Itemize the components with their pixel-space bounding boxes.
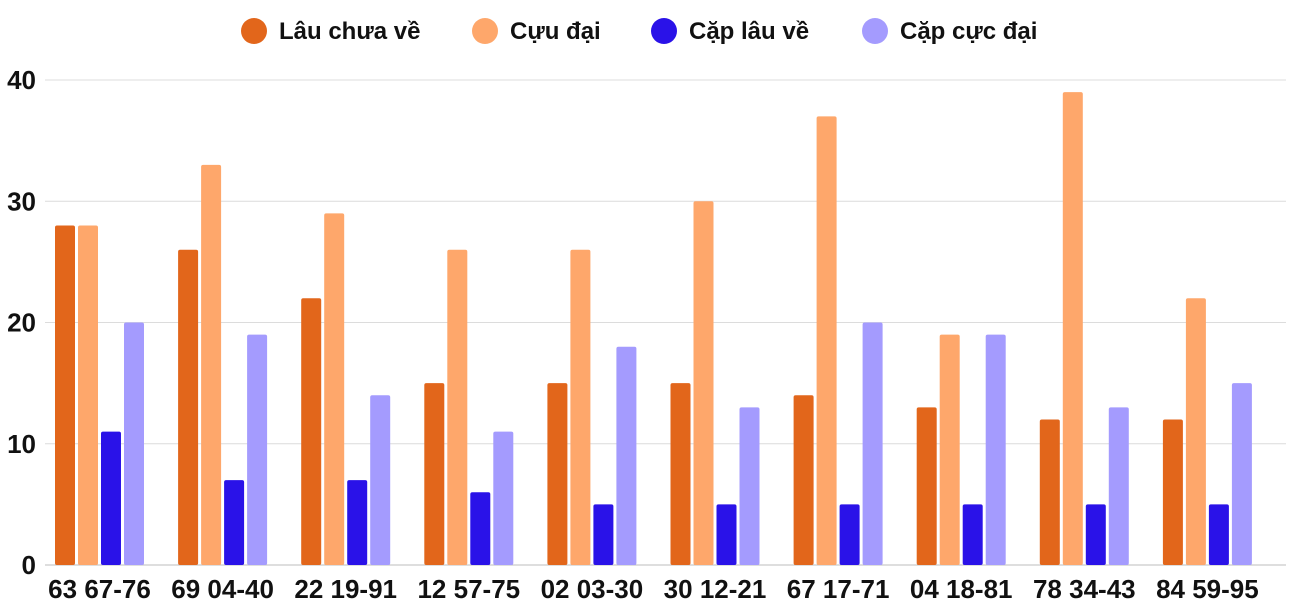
y-tick-label: 10 [7, 429, 36, 459]
bar [985, 334, 1006, 565]
x-tick-label: 02 03-30 [541, 574, 644, 600]
bar [939, 334, 960, 565]
bar [1039, 419, 1060, 565]
legend-label: Cựu đại [510, 18, 601, 45]
bar [201, 164, 222, 565]
legend-label: Lâu chưa về [279, 18, 420, 45]
bar [55, 225, 75, 565]
x-tick-label: 84 59-95 [1156, 574, 1259, 600]
x-axis-labels: 63 67-76 69 04-40 22 19-91 12 57-75 02 03-30… [48, 574, 1259, 600]
bar [424, 383, 445, 565]
x-tick-label: 78 34-43 [1033, 574, 1136, 600]
x-tick-label: 12 57-75 [417, 574, 520, 600]
bar [1108, 407, 1129, 565]
legend: Lâu chưa về Cựu đại Cặp lâu về Cặp cực đại [241, 18, 1037, 45]
bar [693, 201, 714, 565]
bar [301, 298, 322, 565]
bar [1185, 298, 1206, 565]
bar [124, 322, 144, 565]
bar [370, 395, 391, 565]
x-tick-label: 30 12-21 [664, 574, 767, 600]
bar [839, 504, 860, 565]
x-tick-label: 22 19-91 [294, 574, 397, 600]
y-tick-label: 30 [7, 186, 36, 216]
bar [178, 249, 199, 565]
bar [916, 407, 937, 565]
x-tick-label: 67 17-71 [787, 574, 890, 600]
bar [739, 407, 760, 565]
bar [862, 322, 883, 565]
legend-swatch [241, 18, 267, 44]
bar [224, 480, 245, 565]
bar [547, 383, 568, 565]
y-tick-label: 0 [22, 550, 36, 580]
y-tick-label: 20 [7, 308, 36, 338]
bar [78, 225, 98, 565]
bar [101, 431, 121, 565]
bar [716, 504, 737, 565]
legend-swatch [651, 18, 677, 44]
bar [447, 249, 468, 565]
bar [570, 249, 591, 565]
bars [55, 92, 1252, 565]
bar [1208, 504, 1229, 565]
bar [1085, 504, 1106, 565]
bar [493, 431, 514, 565]
bar [1162, 419, 1183, 565]
bar [793, 395, 814, 565]
bar [1231, 383, 1252, 565]
x-tick-label: 69 04-40 [171, 574, 274, 600]
legend-swatch [472, 18, 498, 44]
bar [470, 492, 491, 565]
bar [593, 504, 614, 565]
bar [962, 504, 983, 565]
bar [670, 383, 691, 565]
y-tick-label: 40 [7, 65, 36, 95]
bar [347, 480, 368, 565]
bar [1062, 92, 1083, 565]
bar [816, 116, 837, 565]
legend-swatch [862, 18, 888, 44]
y-axis-ticks: 0 10 20 30 40 [7, 65, 36, 580]
legend-label: Cặp cực đại [900, 18, 1037, 45]
x-tick-label: 63 67-76 [48, 574, 151, 600]
bar [324, 213, 345, 565]
legend-label: Cặp lâu về [689, 18, 809, 45]
bar [616, 346, 637, 565]
bar [247, 334, 268, 565]
x-tick-label: 04 18-81 [910, 574, 1013, 600]
